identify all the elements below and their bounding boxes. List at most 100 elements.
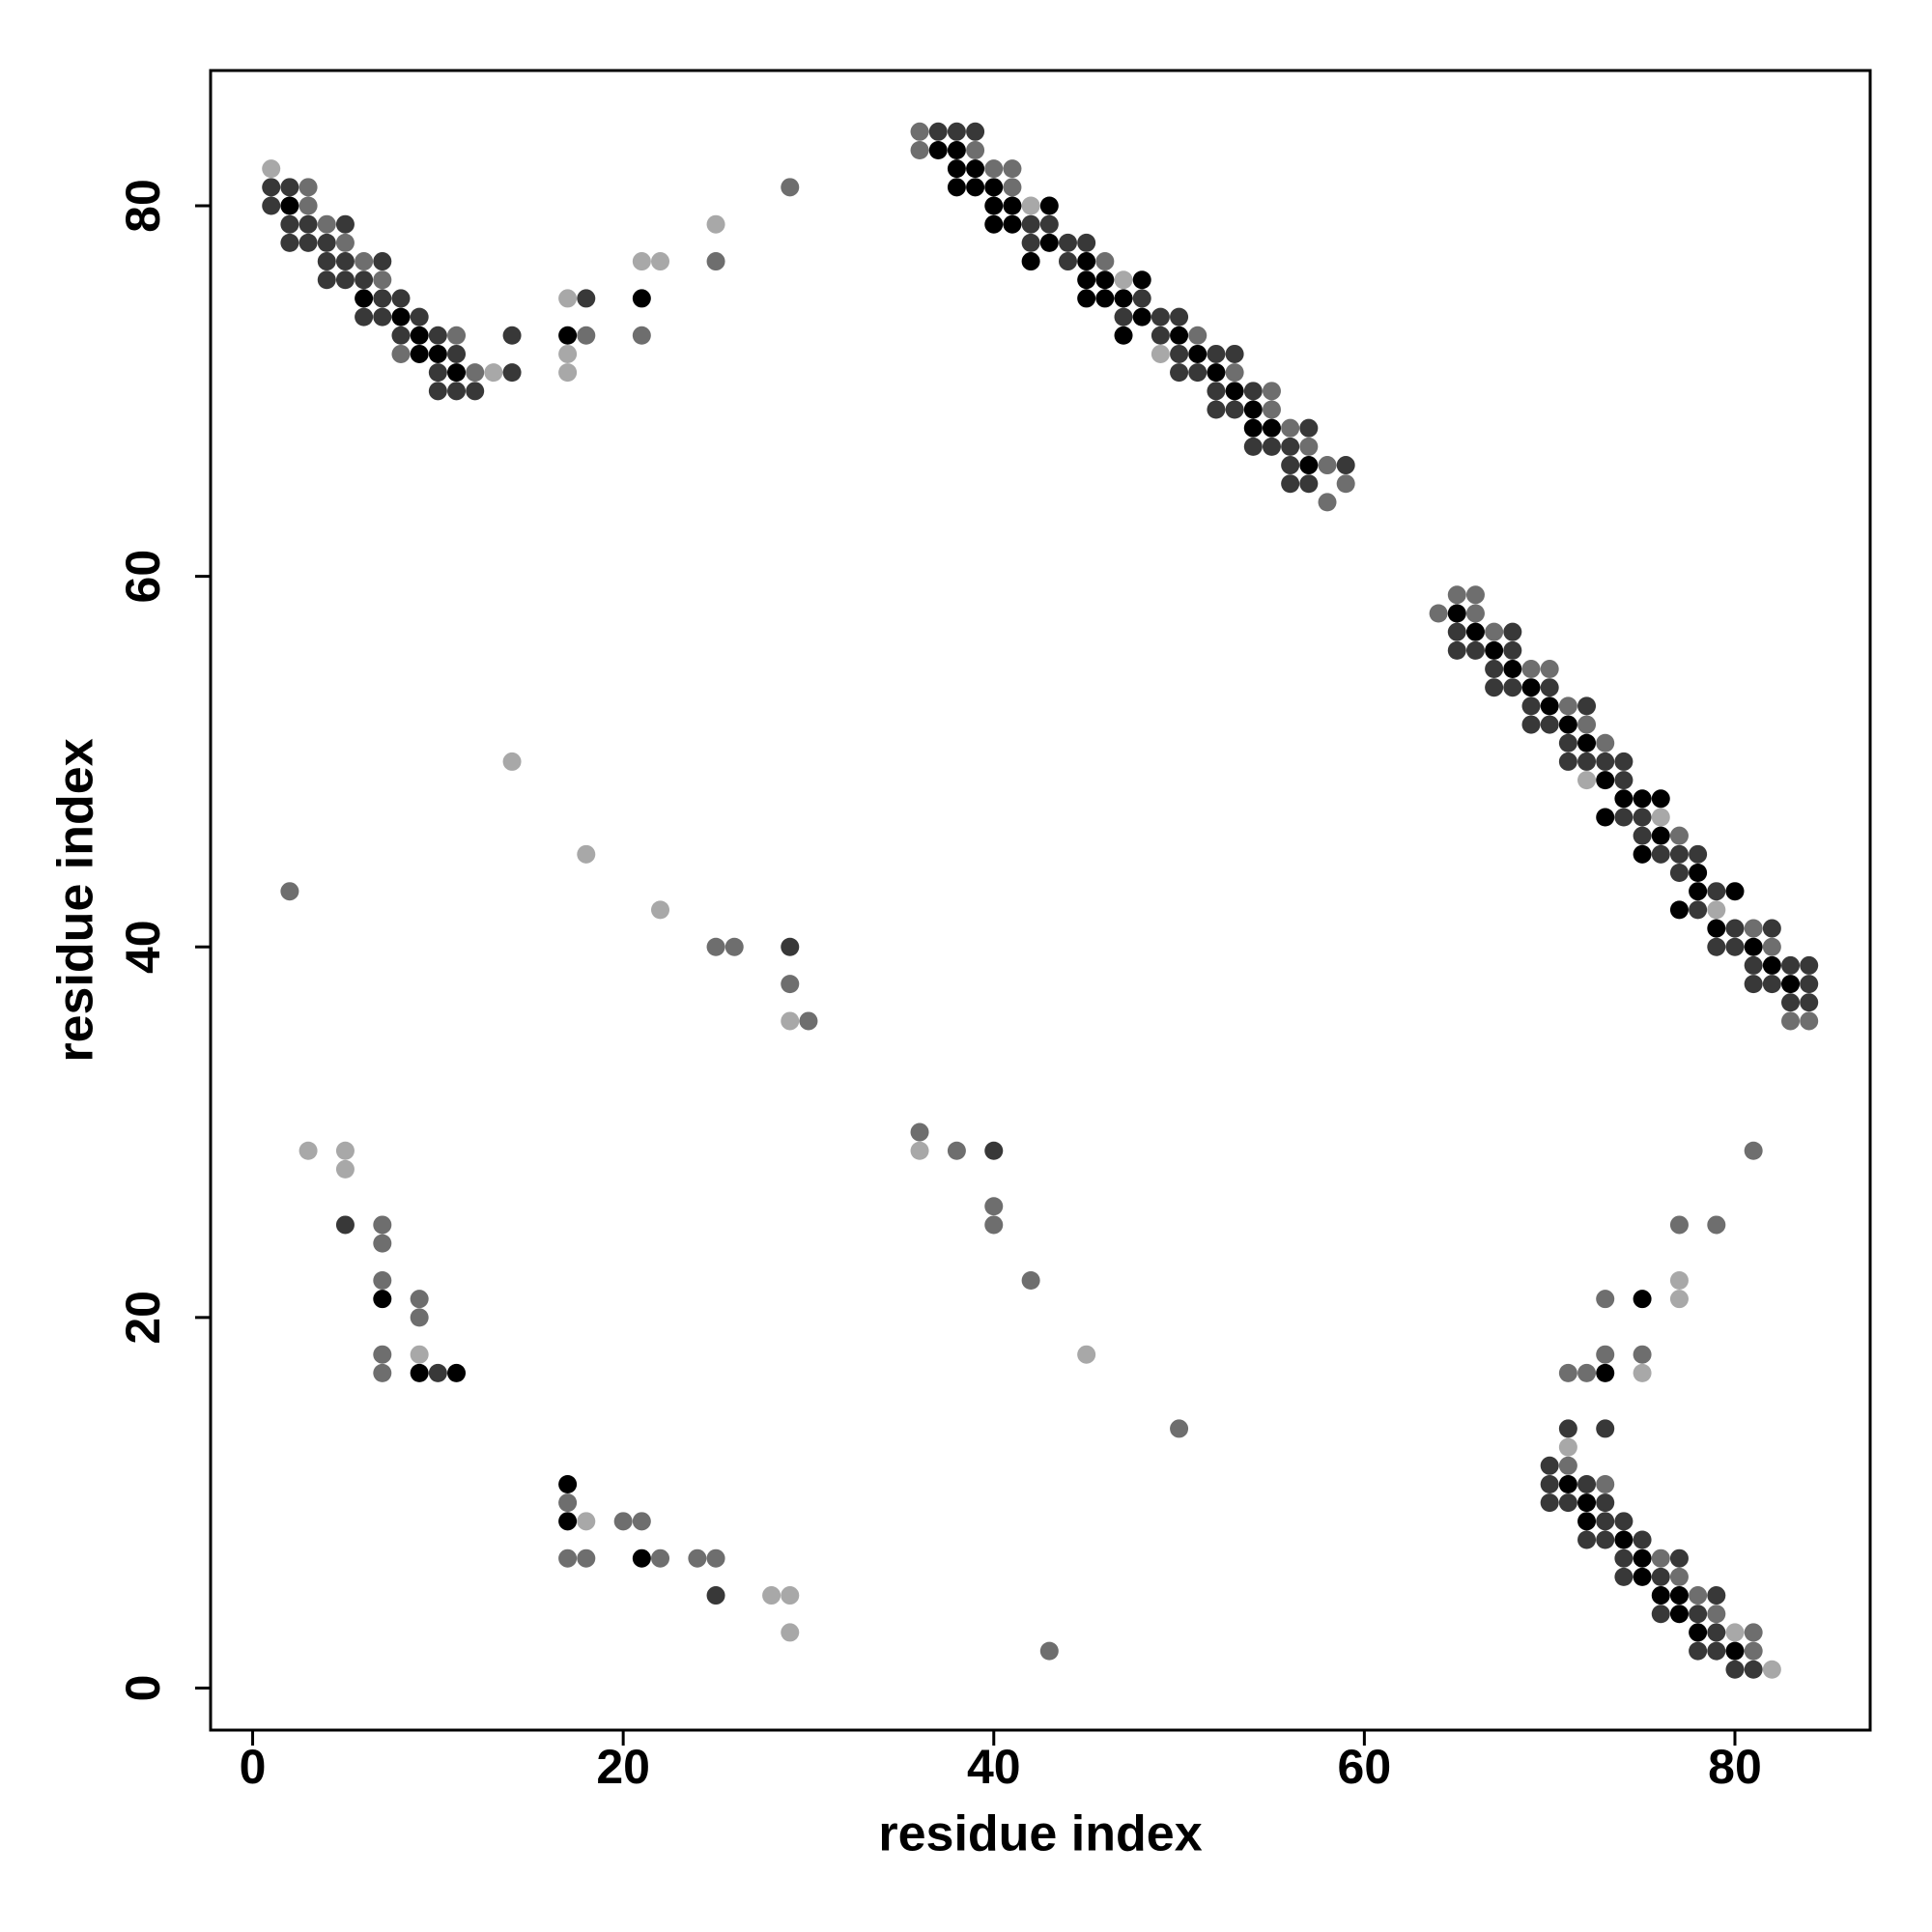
point bbox=[781, 937, 800, 956]
point bbox=[466, 363, 485, 383]
point bbox=[1744, 955, 1763, 975]
point bbox=[706, 1548, 725, 1568]
point bbox=[1540, 696, 1559, 716]
point bbox=[1577, 1530, 1597, 1549]
point bbox=[1596, 771, 1615, 790]
point bbox=[280, 196, 299, 215]
point bbox=[335, 233, 355, 252]
point bbox=[428, 1363, 447, 1382]
point bbox=[1485, 660, 1504, 679]
point bbox=[1689, 1586, 1708, 1605]
x-tick-label: 0 bbox=[240, 1740, 267, 1794]
point bbox=[1707, 1605, 1726, 1624]
point bbox=[1132, 270, 1151, 290]
point bbox=[1781, 975, 1801, 994]
point bbox=[1596, 1474, 1615, 1493]
point bbox=[373, 289, 392, 308]
point bbox=[1762, 955, 1781, 975]
point bbox=[1800, 975, 1819, 994]
point bbox=[1614, 789, 1634, 809]
point bbox=[706, 252, 725, 271]
point bbox=[1521, 715, 1541, 734]
point bbox=[724, 937, 744, 956]
point bbox=[1762, 1660, 1781, 1679]
point bbox=[1577, 771, 1597, 790]
point bbox=[1651, 844, 1670, 864]
point bbox=[1596, 808, 1615, 827]
point bbox=[1558, 1363, 1577, 1382]
point bbox=[558, 1474, 578, 1493]
point bbox=[558, 344, 578, 363]
point bbox=[558, 289, 578, 308]
point bbox=[1485, 678, 1504, 697]
point bbox=[577, 844, 596, 864]
point bbox=[1651, 1586, 1670, 1605]
point bbox=[1039, 214, 1059, 234]
point bbox=[1781, 1011, 1801, 1031]
point bbox=[651, 900, 670, 920]
point bbox=[1503, 640, 1522, 660]
point bbox=[1262, 418, 1281, 438]
point bbox=[1299, 418, 1319, 438]
point bbox=[1540, 678, 1559, 697]
point bbox=[1021, 252, 1040, 271]
point bbox=[984, 214, 1004, 234]
point bbox=[577, 326, 596, 345]
point bbox=[1207, 400, 1226, 419]
point bbox=[781, 178, 800, 197]
point bbox=[1669, 1548, 1689, 1568]
point bbox=[1577, 733, 1597, 753]
point bbox=[577, 1548, 596, 1568]
point bbox=[1318, 493, 1337, 512]
point bbox=[1744, 937, 1763, 956]
point bbox=[262, 178, 281, 197]
point bbox=[1188, 344, 1208, 363]
point bbox=[1465, 640, 1485, 660]
point bbox=[1762, 937, 1781, 956]
point bbox=[1299, 456, 1319, 475]
point bbox=[966, 159, 985, 179]
point bbox=[1540, 1456, 1559, 1475]
point bbox=[1114, 270, 1133, 290]
point bbox=[947, 140, 966, 159]
point bbox=[1095, 252, 1115, 271]
point bbox=[1725, 919, 1745, 938]
point bbox=[1725, 1623, 1745, 1642]
point bbox=[984, 1215, 1004, 1235]
point bbox=[984, 1141, 1004, 1160]
point bbox=[1188, 326, 1208, 345]
point bbox=[558, 326, 578, 345]
point bbox=[1540, 1493, 1559, 1513]
point bbox=[1689, 1623, 1708, 1642]
point bbox=[928, 122, 948, 141]
point bbox=[1762, 919, 1781, 938]
point bbox=[1707, 1215, 1726, 1235]
point bbox=[280, 233, 299, 252]
point bbox=[1114, 307, 1133, 327]
point bbox=[1558, 733, 1577, 753]
point bbox=[558, 1493, 578, 1513]
point bbox=[466, 382, 485, 401]
point bbox=[651, 252, 670, 271]
point bbox=[1596, 1512, 1615, 1531]
point bbox=[1503, 622, 1522, 641]
point bbox=[1669, 826, 1689, 845]
point bbox=[1262, 400, 1281, 419]
point bbox=[613, 1512, 633, 1531]
point bbox=[335, 1215, 355, 1235]
x-tick-label: 60 bbox=[1338, 1740, 1392, 1794]
point bbox=[410, 1345, 429, 1364]
point bbox=[484, 363, 503, 383]
point bbox=[966, 178, 985, 197]
point bbox=[1225, 382, 1244, 401]
point bbox=[1596, 752, 1615, 771]
point bbox=[1651, 789, 1670, 809]
point bbox=[1039, 233, 1059, 252]
point bbox=[447, 1363, 467, 1382]
point bbox=[1058, 252, 1077, 271]
point bbox=[1485, 640, 1504, 660]
point bbox=[1465, 622, 1485, 641]
point bbox=[1558, 1419, 1577, 1438]
point bbox=[1558, 1474, 1577, 1493]
point bbox=[1596, 1493, 1615, 1513]
